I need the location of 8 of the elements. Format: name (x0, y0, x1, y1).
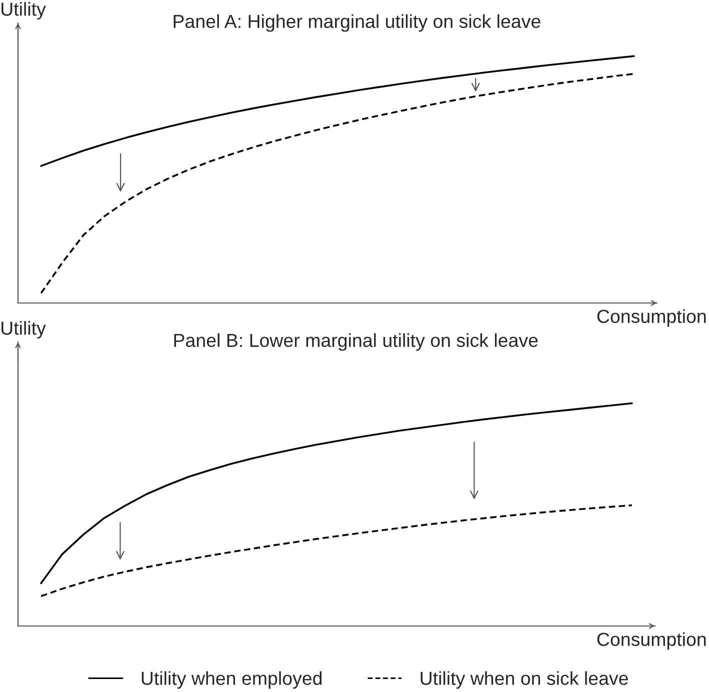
y-axis-title: Utility (2, 2, 46, 20)
legend-label: Utility when on sick leave (420, 671, 628, 689)
x-axis-title: Consumption (597, 632, 706, 650)
legend-label: Utility when employed (142, 671, 322, 689)
chart-title: Panel B: Lower marginal utility on sick leave (174, 333, 538, 351)
x-axis-title: Consumption (597, 309, 706, 327)
chart-title: Panel A: Higher marginal utility on sick leave (174, 14, 540, 32)
y-axis-title: Utility (2, 321, 46, 339)
